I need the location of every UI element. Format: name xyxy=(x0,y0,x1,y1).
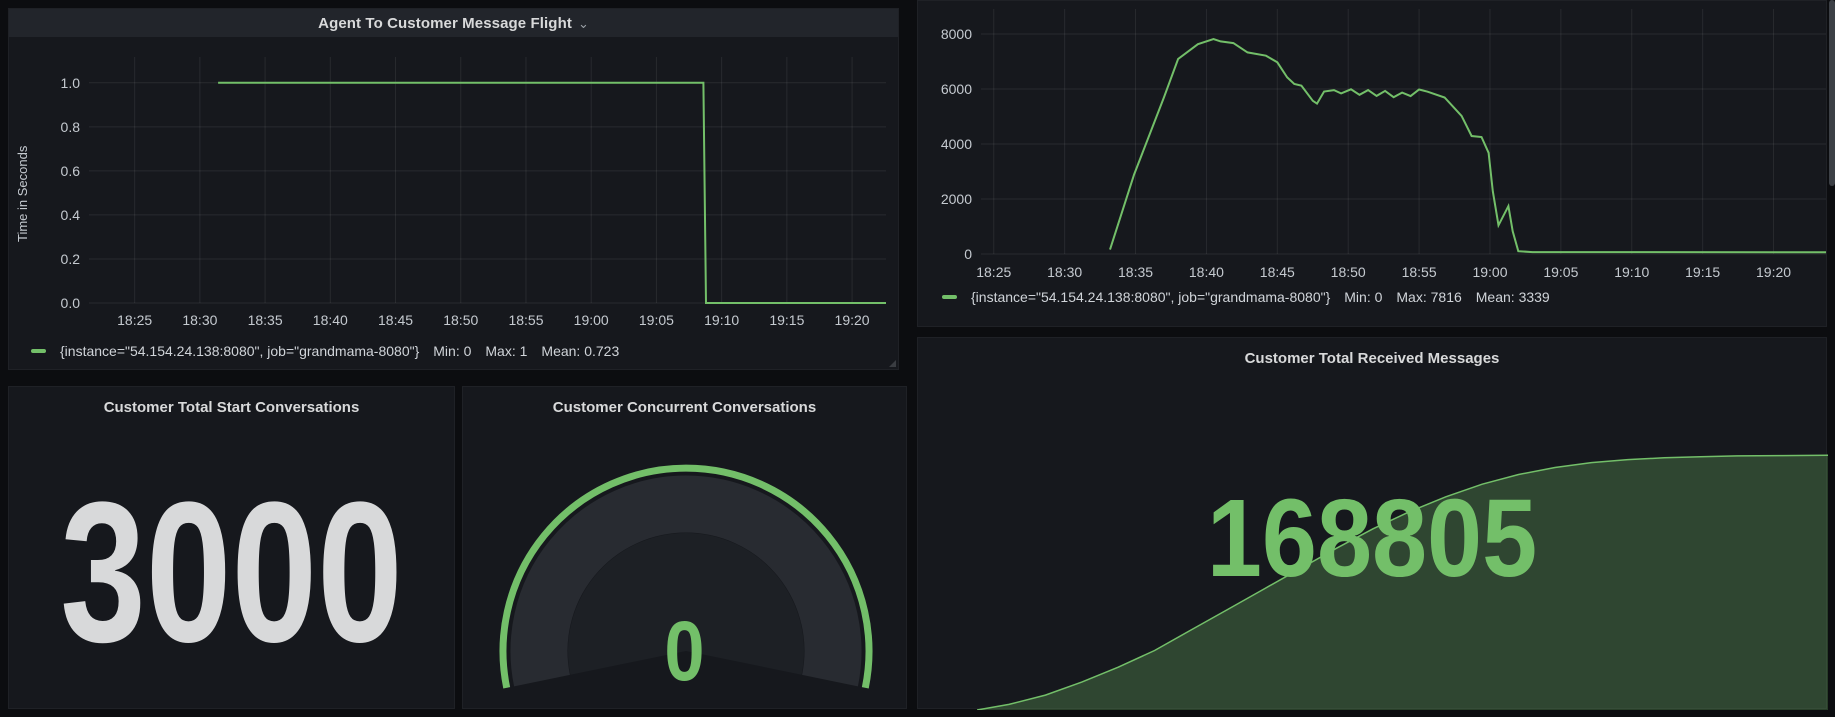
scrollbar[interactable] xyxy=(1829,0,1835,186)
x-tick-label: 18:25 xyxy=(117,312,152,328)
y-tick-label: 6000 xyxy=(918,81,972,97)
y-tick-label: 0 xyxy=(918,246,972,262)
x-tick-label: 19:10 xyxy=(1614,264,1649,280)
x-tick-label: 18:40 xyxy=(1189,264,1224,280)
legend-series-label[interactable]: {instance="54.154.24.138:8080", job="gra… xyxy=(60,343,419,359)
x-tick-label: 18:30 xyxy=(1047,264,1082,280)
x-tick-label: 19:10 xyxy=(704,312,739,328)
y-tick-label: 0.6 xyxy=(9,163,80,179)
y-tick-label: 0.4 xyxy=(9,207,80,223)
y-tick-label: 0.2 xyxy=(9,251,80,267)
legend-max: Max: 7816 xyxy=(1396,289,1461,305)
x-tick-label: 18:50 xyxy=(443,312,478,328)
panel-agent-to-customer-message-flight: Agent To Customer Message Flight ⌄ Time … xyxy=(8,8,899,370)
panel-resize-handle[interactable] xyxy=(889,360,896,367)
series-color-swatch xyxy=(942,295,957,299)
x-tick-label: 19:05 xyxy=(1543,264,1578,280)
series-color-swatch xyxy=(31,349,46,353)
panel-customer-total-received-messages: Customer Total Received Messages 168805 xyxy=(917,337,1827,709)
y-tick-label: 4000 xyxy=(918,136,972,152)
x-tick-label: 19:20 xyxy=(835,312,870,328)
legend-min: Min: 0 xyxy=(433,343,471,359)
x-tick-label: 18:45 xyxy=(1260,264,1295,280)
legend: {instance="54.154.24.138:8080", job="gra… xyxy=(31,343,619,359)
x-tick-label: 19:00 xyxy=(1472,264,1507,280)
y-tick-label: 0.8 xyxy=(9,119,80,135)
x-tick-label: 18:30 xyxy=(182,312,217,328)
x-tick-label: 18:50 xyxy=(1331,264,1366,280)
x-tick-label: 18:55 xyxy=(1402,264,1437,280)
x-tick-label: 19:15 xyxy=(769,312,804,328)
y-tick-label: 0.0 xyxy=(9,295,80,311)
legend-mean: Mean: 3339 xyxy=(1476,289,1550,305)
concurrent-stat-value: 0 xyxy=(494,609,875,693)
panel-customer-total-start-conversations: Customer Total Start Conversations 3000 xyxy=(8,386,455,709)
legend: {instance="54.154.24.138:8080", job="gra… xyxy=(942,289,1550,305)
y-tick-label: 2000 xyxy=(918,191,972,207)
x-tick-label: 19:00 xyxy=(574,312,609,328)
x-tick-label: 19:05 xyxy=(639,312,674,328)
legend-min: Min: 0 xyxy=(1344,289,1382,305)
legend-max: Max: 1 xyxy=(485,343,527,359)
x-tick-label: 18:35 xyxy=(1118,264,1153,280)
received-stat-value: 168805 xyxy=(963,484,1780,594)
legend-series-label[interactable]: {instance="54.154.24.138:8080", job="gra… xyxy=(971,289,1330,305)
legend-mean: Mean: 0.723 xyxy=(541,343,619,359)
y-tick-label: 1.0 xyxy=(9,75,80,91)
panel-title: Customer Total Received Messages xyxy=(918,350,1826,367)
x-tick-label: 18:35 xyxy=(248,312,283,328)
grafana-dashboard: Agent To Customer Message Flight ⌄ Time … xyxy=(0,0,1835,717)
started-stat-value: 3000 xyxy=(60,473,403,673)
x-tick-label: 18:45 xyxy=(378,312,413,328)
y-tick-label: 8000 xyxy=(918,26,972,42)
x-tick-label: 18:40 xyxy=(313,312,348,328)
x-tick-label: 19:20 xyxy=(1756,264,1791,280)
panel-message-throughput: {instance="54.154.24.138:8080", job="gra… xyxy=(917,0,1827,327)
x-tick-label: 18:55 xyxy=(508,312,543,328)
x-tick-label: 18:25 xyxy=(976,264,1011,280)
panel-customer-concurrent-conversations: Customer Concurrent Conversations 0 xyxy=(462,386,907,709)
panel-title: Customer Total Start Conversations xyxy=(9,399,454,416)
x-tick-label: 19:15 xyxy=(1685,264,1720,280)
